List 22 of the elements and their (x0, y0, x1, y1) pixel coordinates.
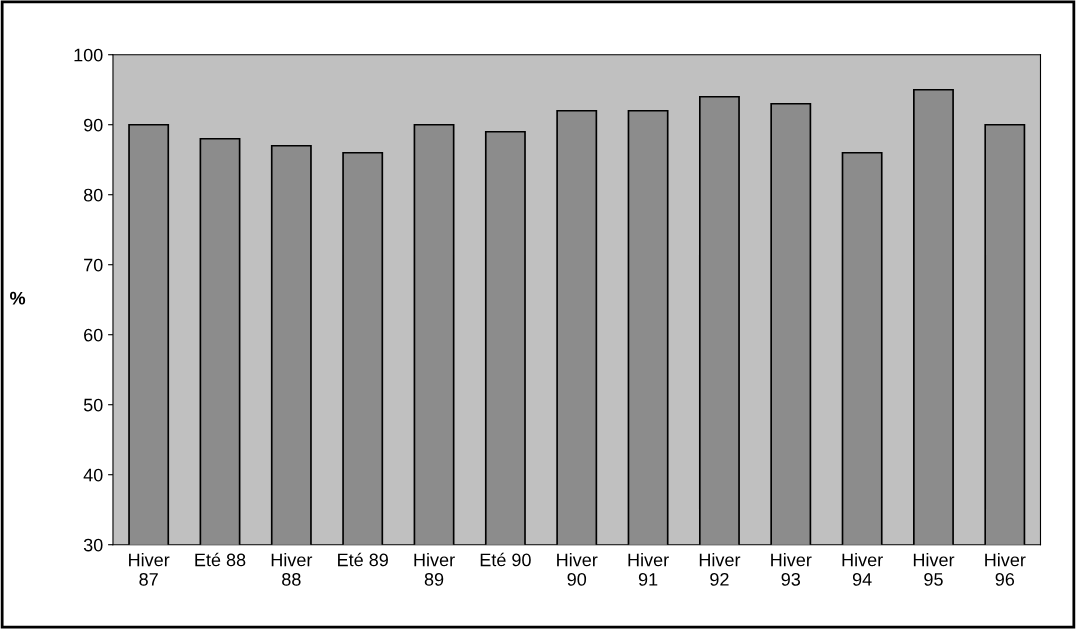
x-tick-label: Hiver 89 (414, 553, 455, 586)
x-tick-label: Hiver 93 (771, 553, 812, 586)
y-tick-label: 40 (83, 468, 103, 482)
y-axis-title: % (10, 291, 26, 305)
y-tick-label: 50 (83, 398, 103, 412)
y-tick-label: 80 (83, 188, 103, 202)
x-tick-label: Eté 89 (338, 552, 388, 567)
x-tick-label: Hiver 88 (271, 553, 313, 586)
x-tick-label: Hiver 90 (557, 553, 598, 586)
x-tick-label: Hiver 95 (913, 553, 955, 586)
x-tick-label: Hiver 91 (628, 553, 669, 586)
y-tick-label: 30 (83, 538, 103, 552)
y-tick-label: 60 (84, 328, 103, 342)
y-tick-label: 70 (84, 258, 103, 272)
x-tick-label: Hiver 96 (985, 553, 1026, 586)
y-tick-label: 100 (74, 48, 103, 62)
y-tick-label: 90 (84, 118, 103, 132)
x-tick-label: Hiver 92 (699, 553, 741, 586)
x-tick-label: Eté 88 (195, 552, 246, 567)
x-tick-label: Eté 90 (480, 552, 531, 567)
x-tick-label: Hiver 94 (842, 553, 883, 586)
x-tick-label: Hiver 87 (129, 553, 170, 586)
